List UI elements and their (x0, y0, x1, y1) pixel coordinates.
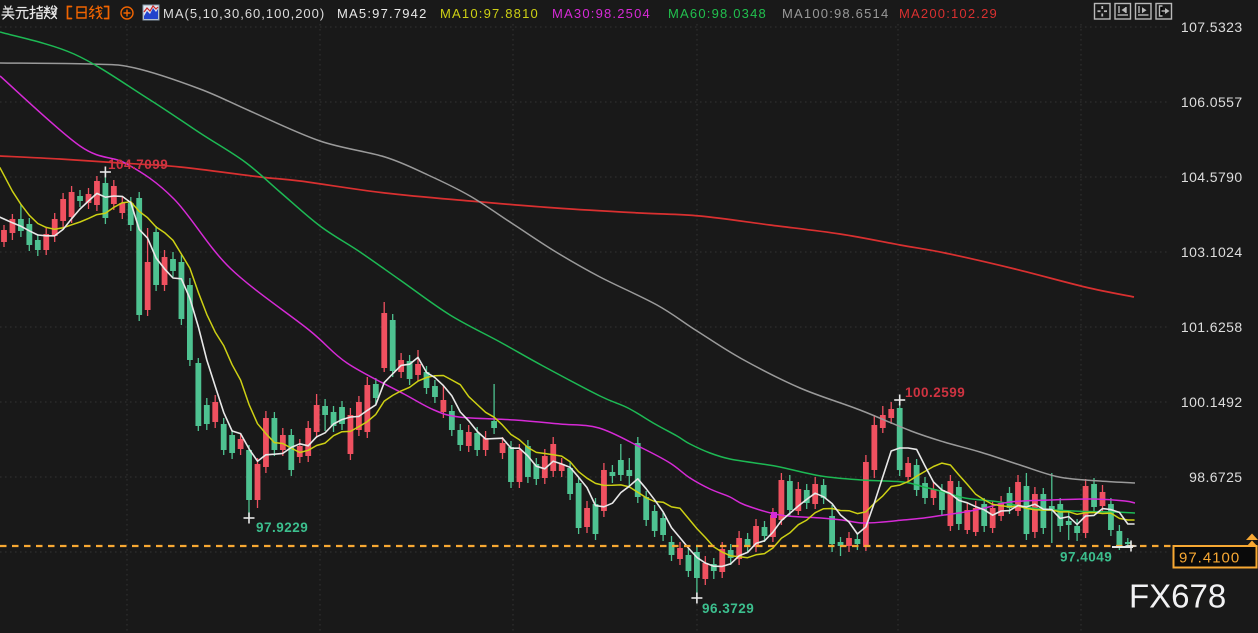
svg-text:106.0557: 106.0557 (1181, 94, 1243, 110)
svg-text:103.1024: 103.1024 (1181, 244, 1243, 260)
svg-text:97.4049: 97.4049 (1060, 550, 1112, 565)
svg-text:97.9229: 97.9229 (256, 520, 308, 535)
svg-text:100.1492: 100.1492 (1181, 394, 1243, 410)
svg-text:100.2599: 100.2599 (905, 385, 965, 400)
svg-text:MA5:97.7942: MA5:97.7942 (337, 6, 428, 21)
svg-text:MA200:102.29: MA200:102.29 (899, 6, 998, 21)
svg-text:98.6725: 98.6725 (1189, 469, 1242, 485)
svg-text:107.5323: 107.5323 (1181, 19, 1243, 35)
svg-text:104.5790: 104.5790 (1181, 169, 1243, 185)
svg-text:101.6258: 101.6258 (1181, 319, 1243, 335)
svg-text:MA30:98.2504: MA30:98.2504 (552, 6, 651, 21)
svg-text:MA100:98.6514: MA100:98.6514 (782, 6, 889, 21)
svg-text:MA(5,10,30,60,100,200): MA(5,10,30,60,100,200) (163, 6, 325, 21)
svg-text:FX678: FX678 (1129, 578, 1226, 615)
svg-text:97.4100: 97.4100 (1179, 550, 1240, 567)
svg-text:96.3729: 96.3729 (702, 601, 754, 616)
svg-text:MA10:97.8810: MA10:97.8810 (440, 6, 539, 21)
svg-text:MA60:98.0348: MA60:98.0348 (668, 6, 767, 21)
svg-text:104.7099: 104.7099 (108, 157, 168, 172)
